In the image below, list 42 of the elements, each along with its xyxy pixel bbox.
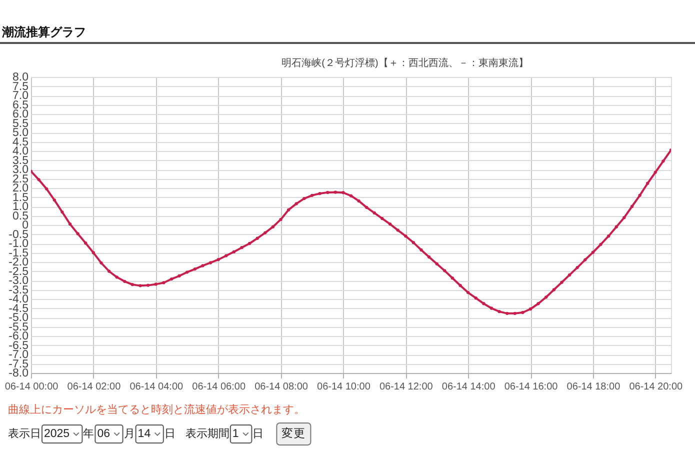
text: 年 [83,428,94,440]
y-tick-label: 5.0 [12,127,28,139]
y-tick-label: -5.0 [8,312,28,324]
text: 2025 [44,428,70,440]
y-tick-label: 8.0 [12,72,28,84]
x-tick-label: 06-14 16:00 [504,382,558,392]
text: 日 [252,428,264,440]
text: 表示期間 [185,427,230,440]
chart-subtitle: 明石海峡(２号灯浮標)【＋：西北西流、－：東南東流】 [282,57,528,69]
y-tick-label: -7.0 [8,349,28,361]
y-tick-label: -1.0 [8,238,28,250]
y-tick-label: 2.0 [12,182,28,194]
chart-title: 潮流推算グラフ [1,25,86,39]
text: 表示日 [8,427,41,440]
x-tick-label: 06-14 04:00 [130,382,184,392]
y-tick-label: -6.0 [8,330,28,342]
y-tick-label: 6.0 [12,108,28,120]
y-tick-label: 3.0 [12,164,28,176]
x-tick-label: 06-14 08:00 [254,382,308,392]
y-tick-label: 1.0 [12,201,28,213]
text: 月 [124,428,135,440]
y-tick-label: 7.0 [12,90,28,102]
x-tick-label: 06-14 10:00 [317,382,371,392]
text: 曲線上にカーソルを当てると時刻と流速値が表示されます。 [8,403,305,416]
y-tick-label: -3.0 [8,275,28,287]
text: 1 [232,428,239,440]
text: 06 [97,428,110,440]
x-tick-label: 06-14 14:00 [442,382,496,392]
text: 14 [138,428,152,440]
x-tick-label: 06-14 18:00 [566,382,621,392]
x-tick-label: 06-14 00:00 [4,382,59,392]
y-tick-label: 4.0 [12,146,28,158]
y-tick-label: -4.0 [8,294,28,306]
text: 日 [164,428,176,440]
x-tick-label: 06-14 12:00 [379,382,434,392]
x-tick-label: 06-14 06:00 [192,382,246,392]
text: 変更 [282,426,306,440]
x-tick-label: 06-14 02:00 [67,382,122,392]
y-tick-label: -2.0 [8,256,28,268]
y-tick-label: -8.0 [8,368,28,380]
y-tick-label: 0 [22,220,28,232]
x-tick-label: 06-14 20:00 [629,382,684,392]
